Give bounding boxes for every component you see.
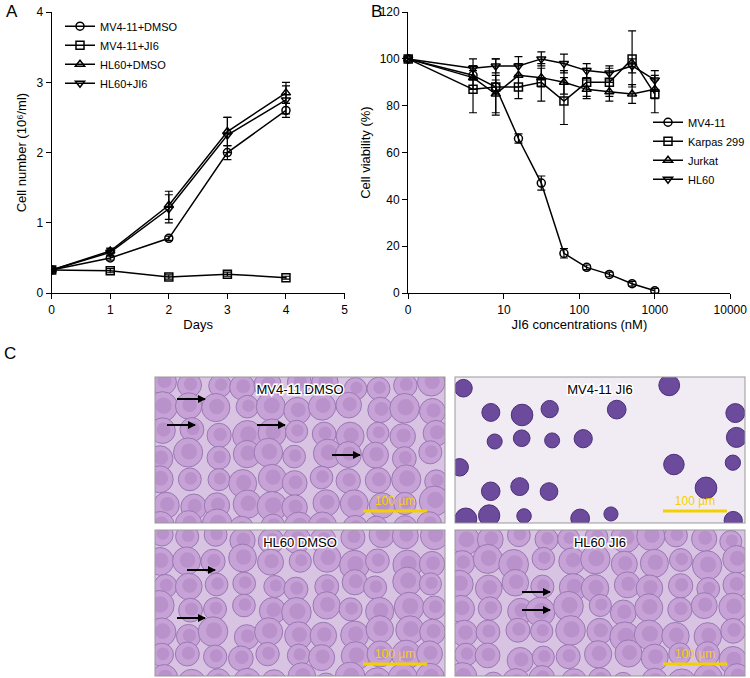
svg-text:MV4-11 JI6: MV4-11 JI6 (567, 382, 633, 397)
svg-text:40: 40 (386, 193, 400, 207)
svg-text:0: 0 (36, 286, 43, 300)
svg-text:MV4-11+DMSO: MV4-11+DMSO (100, 21, 178, 33)
svg-text:HL60 JI6: HL60 JI6 (574, 535, 626, 550)
svg-text:4: 4 (283, 303, 290, 317)
svg-text:2: 2 (36, 146, 43, 160)
svg-text:0: 0 (48, 303, 55, 317)
svg-text:Jurkat: Jurkat (688, 155, 718, 167)
svg-text:HL60: HL60 (688, 174, 714, 186)
svg-text:1: 1 (36, 216, 43, 230)
svg-text:MV4-11 DMSO: MV4-11 DMSO (256, 382, 343, 397)
svg-text:1: 1 (107, 303, 114, 317)
svg-text:0: 0 (405, 303, 412, 317)
svg-text:100 µm: 100 µm (375, 494, 415, 508)
svg-text:4: 4 (36, 5, 43, 19)
svg-text:Karpas 299: Karpas 299 (688, 136, 744, 148)
svg-text:80: 80 (386, 99, 400, 113)
svg-text:5: 5 (341, 303, 348, 317)
svg-text:100 µm: 100 µm (675, 494, 715, 508)
svg-text:10: 10 (497, 303, 511, 317)
svg-text:Cell number (10⁶/ml): Cell number (10⁶/ml) (14, 93, 29, 213)
svg-text:1000: 1000 (641, 303, 668, 317)
svg-text:120: 120 (380, 5, 400, 19)
svg-text:3: 3 (36, 76, 43, 90)
svg-text:Days: Days (183, 317, 213, 332)
svg-text:HL60+DMSO: HL60+DMSO (100, 59, 166, 71)
svg-text:C: C (4, 344, 16, 363)
svg-text:100: 100 (569, 303, 589, 317)
svg-text:10000: 10000 (714, 303, 748, 317)
svg-text:60: 60 (386, 146, 400, 160)
svg-text:MV4-11+JI6: MV4-11+JI6 (100, 40, 159, 52)
svg-text:100: 100 (380, 52, 400, 66)
svg-text:20: 20 (386, 239, 400, 253)
svg-text:Cell viability (%): Cell viability (%) (358, 106, 373, 198)
svg-text:3: 3 (224, 303, 231, 317)
svg-text:100 µm: 100 µm (375, 647, 415, 661)
svg-text:HL60+JI6: HL60+JI6 (100, 78, 147, 90)
svg-text:B: B (371, 2, 382, 21)
svg-text:2: 2 (165, 303, 172, 317)
svg-text:HL60 DMSO: HL60 DMSO (263, 535, 337, 550)
svg-text:100 µm: 100 µm (675, 647, 715, 661)
svg-text:0: 0 (393, 286, 400, 300)
svg-text:A: A (6, 2, 18, 21)
svg-text:JI6 concentrations (nM): JI6 concentrations (nM) (511, 317, 647, 332)
svg-text:MV4-11: MV4-11 (688, 117, 726, 129)
